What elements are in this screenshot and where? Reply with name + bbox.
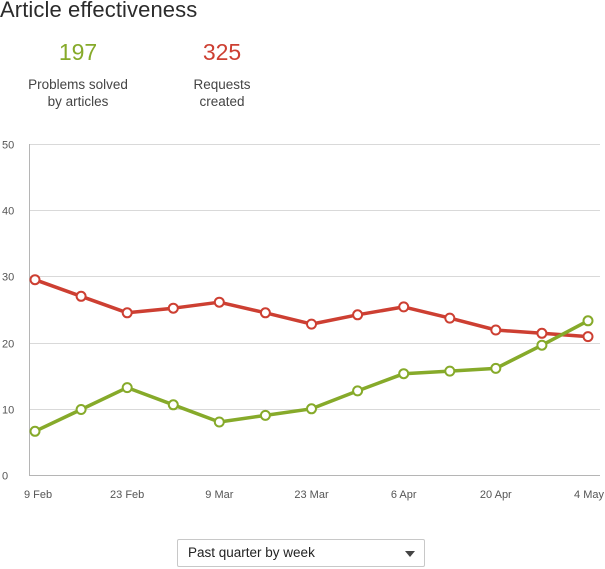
data-point-requests <box>213 296 225 308</box>
data-point-requests <box>582 331 594 343</box>
period-select[interactable]: Past quarter by week <box>177 539 425 567</box>
problems-solved-label: Problems solved by articles <box>28 77 128 109</box>
page-title: Article effectiveness <box>0 0 198 22</box>
data-point-requests <box>121 307 133 319</box>
chevron-down-icon <box>405 551 415 557</box>
data-point-solved <box>490 362 502 374</box>
period-select-value: Past quarter by week <box>188 545 315 560</box>
data-point-requests <box>167 302 179 314</box>
data-point-requests <box>75 290 87 302</box>
requests-created-stat: 325 Requests created <box>152 38 292 110</box>
data-point-solved <box>75 404 87 415</box>
y-tick-label: 50 <box>2 140 14 152</box>
data-point-solved <box>352 385 364 397</box>
requests-created-value: 325 <box>202 39 242 65</box>
x-tick-label: 20 Apr <box>480 489 512 501</box>
x-tick-label: 23 Feb <box>110 489 144 501</box>
data-point-solved <box>582 315 594 327</box>
data-point-requests <box>490 324 502 336</box>
data-point-solved <box>29 425 41 437</box>
y-tick-label: 10 <box>2 405 14 417</box>
data-point-solved <box>259 409 271 421</box>
data-point-requests <box>444 312 456 324</box>
x-tick-label: 9 Mar <box>205 489 233 501</box>
data-point-solved <box>121 382 133 394</box>
x-tick-label: 9 Feb <box>24 489 52 501</box>
data-point-requests <box>352 309 364 321</box>
x-tick-label: 4 May <box>574 489 604 501</box>
data-point-solved <box>213 416 225 428</box>
data-point-solved <box>536 339 548 351</box>
data-point-requests <box>259 307 271 319</box>
y-tick-label: 20 <box>2 339 14 351</box>
requests-created-label: Requests created <box>193 77 251 109</box>
data-point-solved <box>444 365 456 377</box>
data-point-requests <box>398 301 410 313</box>
y-tick-label: 0 <box>2 471 8 483</box>
effectiveness-line-chart: 0 10 20 30 40 50 9 Feb 23 Feb 9 Mar 23 Mar 6 Apr 20… <box>2 140 604 502</box>
x-tick-label: 23 Mar <box>294 489 329 501</box>
data-point-requests <box>536 327 548 339</box>
y-tick-label: 40 <box>2 206 14 218</box>
data-point-solved <box>167 399 179 411</box>
data-point-requests <box>29 274 41 286</box>
series-line-solved <box>33 319 590 434</box>
data-point-solved <box>306 403 317 415</box>
problems-solved-stat: 197 Problems solved by articles <box>8 38 148 110</box>
problems-solved-value: 197 <box>58 39 98 65</box>
x-tick-label: 6 Apr <box>391 489 417 501</box>
data-point-requests <box>306 318 317 330</box>
data-point-solved <box>398 368 410 380</box>
y-tick-label: 30 <box>2 272 14 284</box>
